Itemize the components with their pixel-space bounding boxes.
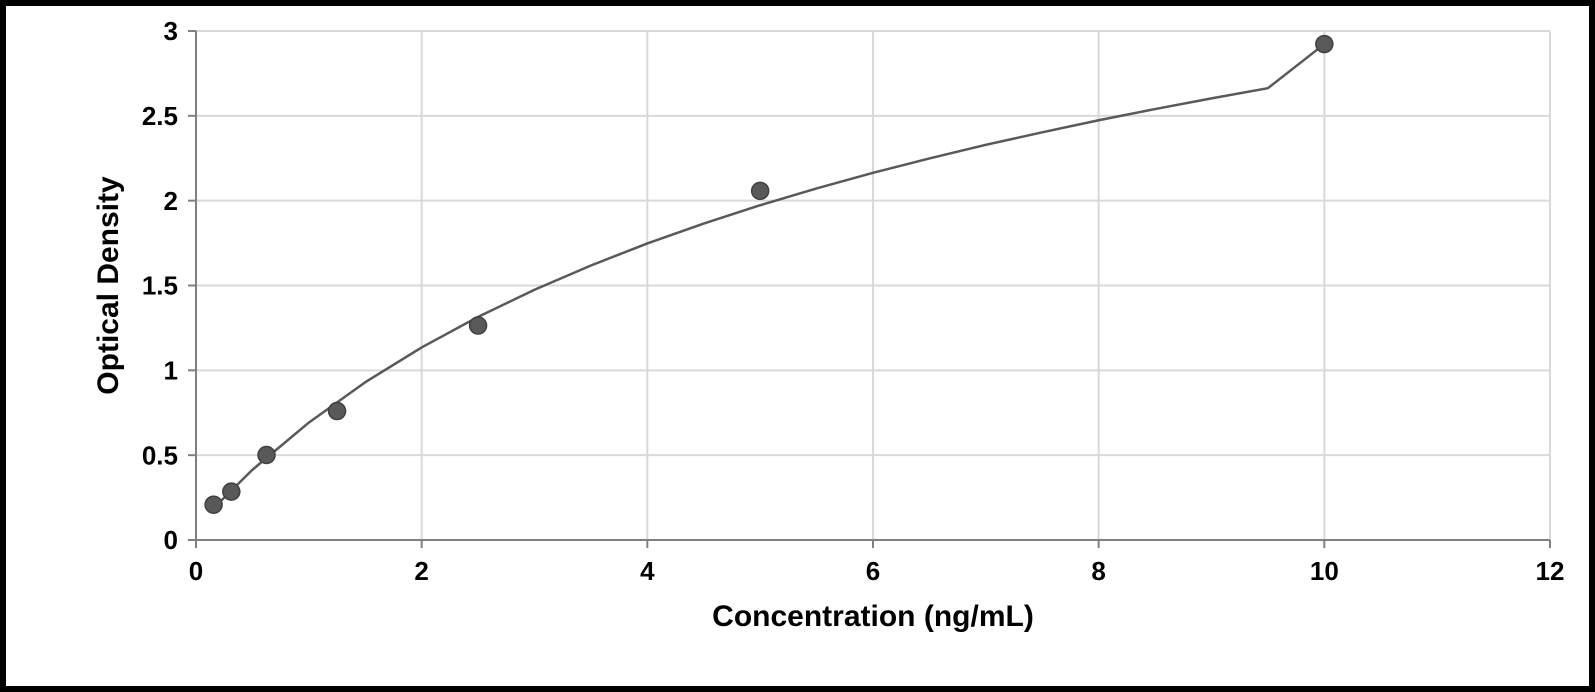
data-point bbox=[470, 317, 487, 334]
chart-svg: 0 2 4 6 8 10 12 0 0.5 1 1.5 2 2.5 3 Concentration (ng/… bbox=[6, 6, 1589, 686]
x-tick-label: 0 bbox=[189, 556, 203, 586]
y-tick-label: 2.5 bbox=[142, 101, 178, 131]
chart-bg bbox=[6, 6, 1589, 686]
y-axis-title: Optical Density bbox=[92, 176, 125, 395]
x-tick-label: 2 bbox=[414, 556, 428, 586]
y-tick-label: 2 bbox=[164, 186, 178, 216]
data-point bbox=[258, 446, 275, 463]
x-tick-label: 8 bbox=[1091, 556, 1105, 586]
data-point bbox=[329, 403, 346, 420]
y-tick-label: 1 bbox=[164, 355, 178, 385]
x-tick-label: 10 bbox=[1310, 556, 1339, 586]
data-point bbox=[205, 496, 222, 513]
y-tick-label: 3 bbox=[164, 16, 178, 46]
x-tick-label: 4 bbox=[640, 556, 655, 586]
y-tick-label: 0.5 bbox=[142, 440, 178, 470]
data-point bbox=[752, 182, 769, 199]
y-tick-label: 0 bbox=[164, 525, 178, 555]
data-point bbox=[1316, 36, 1333, 53]
data-point bbox=[223, 483, 240, 500]
x-tick-label: 6 bbox=[866, 556, 880, 586]
x-axis-title: Concentration (ng/mL) bbox=[712, 600, 1034, 633]
y-tick-label: 1.5 bbox=[142, 271, 178, 301]
x-tick-label: 12 bbox=[1536, 556, 1565, 586]
chart-frame: 0 2 4 6 8 10 12 0 0.5 1 1.5 2 2.5 3 Concentration (ng/… bbox=[0, 0, 1595, 692]
